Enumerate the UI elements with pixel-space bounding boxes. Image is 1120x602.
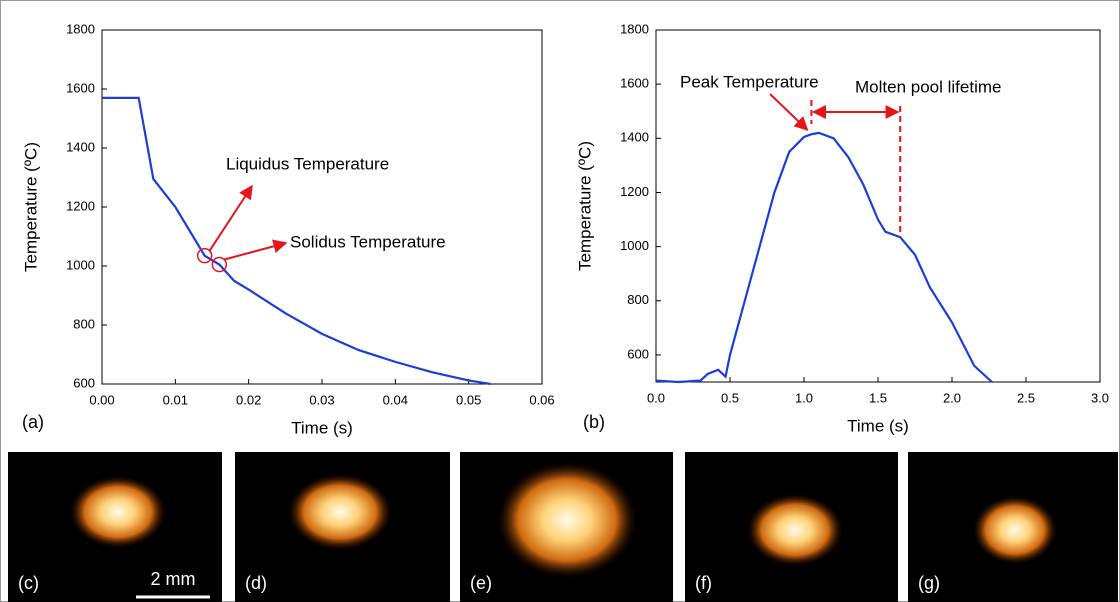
series-line (655, 131, 993, 384)
x-axis-title: Time (s) (847, 416, 909, 435)
annotation-arrow (769, 93, 809, 131)
x-tick-label: 0.0 (647, 390, 665, 405)
panel-label: (b) (583, 412, 605, 432)
x-tick-label: 0.05 (456, 392, 481, 407)
annotation: Liquidus Temperature (226, 154, 389, 173)
x-tick-label: 0.03 (309, 392, 334, 407)
x-tick-label: 2.0 (943, 390, 961, 405)
x-tick-label: 0.01 (163, 392, 188, 407)
y-tick-label: 1200 (66, 198, 95, 213)
y-axis-title: Temperature (ºC) (21, 142, 40, 272)
melt-pool (973, 496, 1057, 564)
x-tick-label: 1.5 (869, 390, 887, 405)
x-tick-label: 0.04 (383, 392, 408, 407)
y-tick-label: 1400 (620, 130, 649, 145)
x-axis-title: Time (s) (291, 418, 353, 437)
panel-label: (c) (18, 573, 39, 593)
annotation-arrow (224, 239, 288, 261)
x-tick-label: 0.02 (236, 392, 261, 407)
annotation-arrow (208, 184, 253, 252)
y-tick-label: 1800 (620, 21, 649, 36)
panel-label: (f) (695, 573, 712, 593)
panel-label: (a) (22, 412, 44, 432)
melt-pool (70, 476, 166, 548)
annotation: Peak Temperature (680, 72, 819, 91)
y-tick-label: 1000 (620, 238, 649, 253)
y-tick-label: 1000 (66, 257, 95, 272)
y-axis-title: Temperature (ºC) (575, 141, 594, 271)
y-tick-label: 1400 (66, 139, 95, 154)
annotation-circle (211, 256, 228, 273)
x-tick-label: 1.0 (795, 390, 813, 405)
melt-pool (747, 494, 843, 566)
panel-label: (e) (470, 573, 492, 593)
annotation: Solidus Temperature (290, 232, 446, 251)
series-line (102, 96, 491, 386)
y-tick-label: 1800 (66, 21, 95, 36)
x-tick-label: 0.00 (89, 392, 114, 407)
panel-label: (d) (245, 573, 267, 593)
x-tick-label: 0.06 (529, 392, 554, 407)
y-tick-label: 800 (73, 316, 95, 331)
y-tick-label: 1200 (620, 184, 649, 199)
melt-pool (497, 462, 637, 578)
x-tick-label: 0.5 (721, 390, 739, 405)
y-tick-label: 1600 (66, 80, 95, 95)
x-tick-label: 2.5 (1017, 390, 1035, 405)
scale-bar-label: 2 mm (151, 569, 196, 589)
melt-pool (288, 474, 392, 550)
annotation-circle (196, 247, 213, 264)
panel-label: (g) (918, 573, 940, 593)
annotation: Molten pool lifetime (855, 77, 1001, 96)
x-tick-label: 3.0 (1091, 390, 1109, 405)
y-tick-label: 800 (627, 292, 649, 307)
y-tick-label: 1600 (620, 76, 649, 91)
plot-frame (101, 29, 543, 385)
y-tick-label: 600 (73, 375, 95, 390)
y-tick-label: 600 (627, 346, 649, 361)
image-strip: 2 mm (c) (d) (e) (f) (g) (8, 452, 1118, 602)
